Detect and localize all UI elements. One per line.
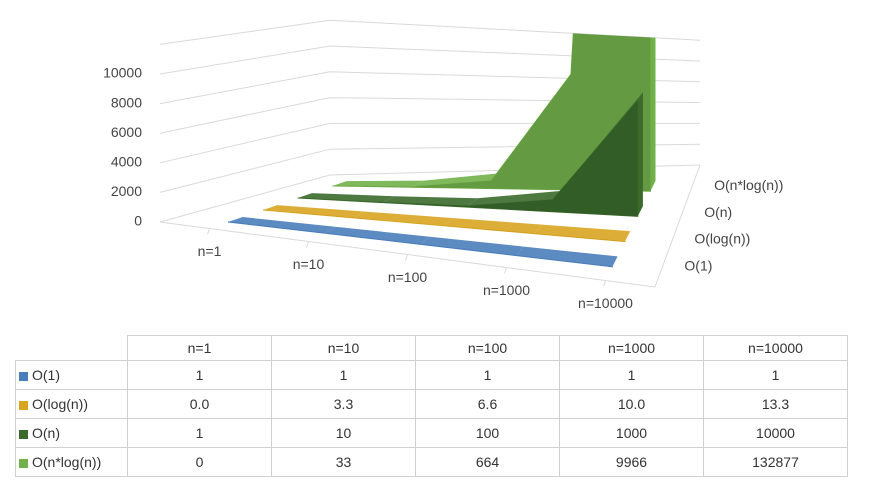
legend-entry: O(log(n)) — [15, 389, 128, 419]
depth-label: O(log(n)) — [694, 231, 750, 247]
area-shade — [297, 100, 638, 217]
ribbon-top — [516, 246, 618, 267]
legend-entry: O(n) — [15, 418, 128, 448]
ribbon-end — [612, 256, 618, 267]
column-header: n=1000 — [559, 335, 704, 361]
legend-label: O(n*log(n)) — [32, 454, 102, 470]
ribbon-end — [650, 20, 656, 192]
legend-label: O(log(n)) — [32, 396, 89, 412]
y-tick-label: 0 — [134, 213, 142, 229]
x-tick-label: n=1 — [198, 243, 222, 259]
table-row: O(log(n)) 0.0 3.3 6.6 10.0 13.3 — [15, 389, 848, 419]
ribbon-top — [263, 205, 366, 218]
area-front — [297, 99, 639, 217]
wall-edge — [159, 19, 701, 45]
x-tick — [207, 228, 210, 235]
area-front — [263, 209, 626, 243]
floor-edge — [159, 164, 701, 288]
table-row: O(n) 1 10 100 1000 10000 — [15, 418, 848, 448]
area-shade — [228, 221, 613, 267]
table-value: 1 — [559, 360, 704, 390]
ribbon-top — [382, 196, 478, 206]
table-value: 1 — [127, 360, 272, 390]
y-tick-label: 2000 — [111, 183, 142, 199]
chart: 0 2000 4000 6000 8000 10000 n=1 n=10 n=100 n=1000… — [103, 19, 783, 312]
depth-label: O(1) — [684, 258, 712, 274]
data-table: n=1 n=10 n=100 n=1000 n=10000 O(1) 1 1 1 1 1 O(log(… — [15, 335, 848, 477]
x-tick — [405, 254, 408, 261]
ribbon-top — [420, 236, 524, 256]
x-tick — [306, 241, 309, 248]
table-value: 6.6 — [415, 389, 560, 419]
table-value: 1 — [271, 360, 416, 390]
table-corner — [15, 335, 128, 361]
y-tick-label: 6000 — [111, 124, 142, 140]
table-value: 1000 — [559, 418, 704, 448]
x-tick-label: n=10000 — [578, 295, 633, 311]
table-value: 9966 — [559, 447, 704, 477]
y-tick-label: 10000 — [103, 65, 142, 81]
table-value: 1 — [415, 360, 560, 390]
legend-swatch — [19, 458, 28, 468]
table-value: 100 — [415, 418, 560, 448]
legend-swatch — [19, 429, 28, 439]
ribbon-top — [297, 193, 395, 203]
area-front — [227, 221, 613, 268]
labels: 0 2000 4000 6000 8000 10000 n=1 n=10 n=100 n=1000… — [103, 65, 783, 312]
depth-label: O(n*log(n)) — [714, 177, 783, 193]
table-row: O(1) 1 1 1 1 1 — [15, 360, 848, 390]
ribbon-end — [625, 231, 631, 242]
x-tick — [504, 267, 507, 274]
table-value: 10000 — [703, 418, 848, 448]
ribbon-top — [444, 218, 542, 234]
x-tick — [603, 280, 606, 287]
depth-label: O(n) — [704, 204, 732, 220]
x-tick-label: n=10 — [293, 256, 325, 272]
walls — [159, 19, 701, 288]
legend-entry: O(n*log(n)) — [15, 447, 128, 477]
area-shade — [332, 20, 651, 192]
ribbon-top — [228, 217, 337, 234]
legend-label: O(1) — [32, 367, 60, 383]
column-header: n=10000 — [703, 335, 848, 361]
ribbon-top — [353, 211, 454, 226]
plot-area — [227, 20, 656, 268]
x-tick-label: n=100 — [388, 269, 428, 285]
table-value: 10 — [271, 418, 416, 448]
column-header: n=1 — [127, 335, 272, 361]
area-shade — [263, 210, 625, 242]
ribbon-top — [324, 226, 431, 245]
column-header: n=10 — [271, 335, 416, 361]
table-value: 0 — [127, 447, 272, 477]
table-value: 3.3 — [271, 389, 416, 419]
table-value: 13.3 — [703, 389, 848, 419]
legend-swatch — [19, 400, 28, 410]
table-value: 132877 — [703, 447, 848, 477]
table-value: 664 — [415, 447, 560, 477]
table-row: O(n*log(n)) 0 33 664 9966 132877 — [15, 447, 848, 477]
table-value: 1 — [703, 360, 848, 390]
table-value: 33 — [271, 447, 416, 477]
column-header: n=100 — [415, 335, 560, 361]
table-value: 10.0 — [559, 389, 704, 419]
y-tick-label: 4000 — [111, 154, 142, 170]
legend-label: O(n) — [32, 425, 60, 441]
ribbon-top — [534, 224, 631, 242]
y-tick-label: 8000 — [111, 94, 142, 110]
ribbon-top — [332, 180, 424, 187]
table-value: 1 — [127, 418, 272, 448]
legend-swatch — [19, 371, 28, 381]
table-value: 0.0 — [127, 389, 272, 419]
ribbon-top — [467, 191, 561, 206]
legend-entry: O(1) — [15, 360, 128, 390]
area-front — [332, 20, 651, 192]
ribbon-top — [411, 173, 501, 187]
x-tick-label: n=1000 — [483, 282, 530, 298]
ribbon-end — [637, 92, 643, 217]
table-header: n=1 n=10 n=100 n=1000 n=10000 — [15, 335, 848, 361]
